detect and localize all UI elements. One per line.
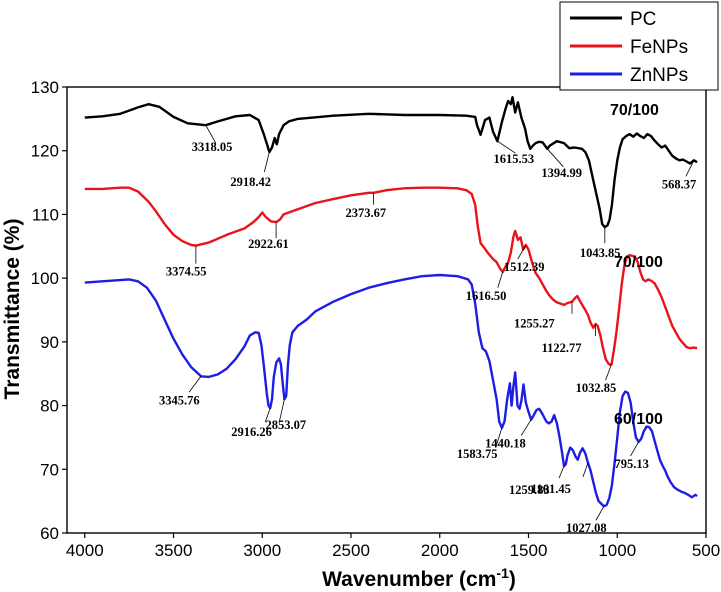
y-tick-label: 70 [40,460,59,479]
y-axis-title: Transmittance (%) [1,219,24,400]
peak-label: 1161.45 [531,482,571,496]
y-tick-label: 110 [32,205,59,224]
series-line-znnps [84,273,698,508]
x-axis-title-close: ) [509,568,516,591]
y-tick-label: 100 [31,269,59,288]
peak-label: 2853.07 [265,418,306,432]
peak-leader-line [558,465,565,479]
legend-label-znnps: ZnNPs [630,65,688,86]
ratio-label-znnps: 60/100 [614,411,663,428]
peak-leader-line [582,462,589,478]
peak-leader-line [188,376,202,393]
peak-label: 1043.85 [580,246,621,260]
peak-leader-line [517,244,527,260]
y-tick-label: 90 [40,333,59,352]
ratio-label-pc: 70/100 [610,102,659,119]
peak-label: 795.13 [615,457,649,471]
peak-label: 1255.27 [514,317,555,331]
peak-leader-line [279,399,285,422]
peak-label: 1615.53 [493,152,534,166]
peak-leader-line [264,407,271,423]
y-tick-label: 60 [40,524,59,543]
x-tick-label: 500 [692,541,720,560]
plot-frame-border [66,86,707,534]
plot-area [66,86,707,534]
peak-leader-line [520,419,532,436]
peak-leader-line [497,140,516,154]
x-tick-label: 2000 [421,541,459,560]
ratio-label-fenps: 70/100 [614,254,663,271]
peak-label: 3374.55 [166,265,207,279]
peak-label: 2918.42 [230,175,271,189]
y-tick-label: 130 [31,78,59,97]
series-lines [84,96,698,508]
x-tick-label: 1000 [598,541,636,560]
y-tick-label: 80 [40,397,59,416]
peak-leader-line [547,148,564,168]
x-tick-label: 3500 [155,541,193,560]
legend-label-pc: PC [630,9,656,30]
series-line-pc [84,96,698,229]
peak-label: 1394.99 [541,166,582,180]
x-tick-label: 1500 [510,541,548,560]
peak-label: 1616.50 [466,289,507,303]
peak-leader-line [497,271,504,288]
axis-ticks: 4000 3500 3000 2500 2000 1500 1000 500 60 70 80 90 1… [31,78,721,560]
x-tick-label: 2500 [332,541,370,560]
y-tick-label: 120 [31,142,59,161]
peak-label: 1440.18 [485,437,526,451]
x-axis-title-text: Wavenumber (cm [322,568,496,591]
peak-leader-line [263,151,270,173]
peak-leader-line [595,506,605,521]
peak-leader-line [605,364,612,381]
x-axis-title-superscript: -1 [496,565,509,581]
peak-label: 1512.39 [504,260,545,274]
peak-label: 2373.67 [346,206,387,220]
peak-leader-line [630,441,639,457]
peak-label: 3318.05 [192,140,233,154]
legend-label-fenps: FeNPs [630,37,688,58]
peak-label: 1122.77 [542,341,582,355]
x-axis-title: Wavenumber (cm-1) [322,565,516,591]
legend: PC FeNPs ZnNPs [559,1,719,91]
ratio-labels: 70/100 70/100 60/100 [610,102,663,428]
peak-annotations: 3318.05 2918.42 1615.53 1394.99 1043.85 568.3… [159,125,696,535]
peak-label: 2922.61 [248,237,289,251]
peak-leader-line [496,427,503,444]
x-tick-label: 3000 [243,541,281,560]
peak-label: 568.37 [662,177,696,191]
peak-label: 1259.83 [509,483,550,497]
x-tick-label: 4000 [66,541,104,560]
peak-leader-line [685,160,695,177]
peak-leader-line [205,125,217,144]
peak-label: 2916.26 [231,425,272,439]
series-line-fenps [84,186,698,366]
peak-label: 3345.76 [159,393,200,407]
peak-label: 1032.85 [576,381,617,395]
peak-label: 1583.75 [457,447,498,461]
peak-label: 1027.08 [566,521,607,535]
